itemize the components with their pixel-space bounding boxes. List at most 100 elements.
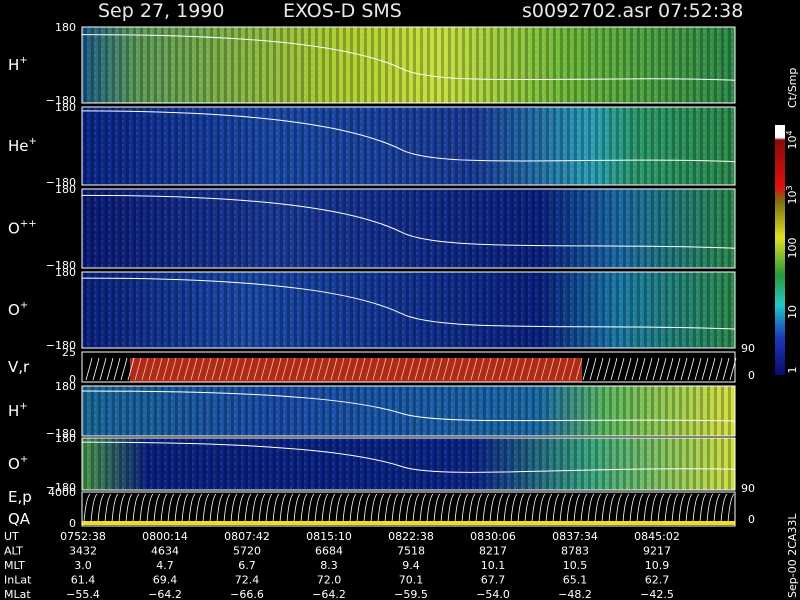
spectrogram-texture <box>82 438 735 490</box>
panel-frame <box>81 491 736 527</box>
energy-curve <box>503 493 511 523</box>
energy-curve <box>699 493 707 523</box>
velocity-tick <box>246 357 254 381</box>
row-value: 0830:06 <box>470 530 516 543</box>
axis-top-label: 25 <box>62 346 76 359</box>
energy-curve <box>314 493 322 523</box>
energy-curve <box>286 493 294 523</box>
panel-label: V,r <box>8 358 30 376</box>
energy-curve <box>531 493 539 523</box>
panel-label-text: O <box>8 301 20 319</box>
energy-curve <box>139 493 147 523</box>
row-label: InLat <box>4 574 32 587</box>
velocity-tick <box>155 357 163 381</box>
energy-curve <box>279 493 287 523</box>
trace-line <box>81 110 736 163</box>
panel-label-text: V,r <box>8 358 30 376</box>
energy-curve <box>517 493 525 523</box>
panel-label: O+ <box>8 300 28 319</box>
energy-curve <box>608 493 616 523</box>
velocity-tick <box>330 357 338 381</box>
energy-curve <box>216 493 224 523</box>
velocity-tick <box>190 357 198 381</box>
energy-curve <box>720 493 728 523</box>
energy-curve <box>90 493 98 523</box>
velocity-tick <box>582 357 590 381</box>
energy-curve <box>650 493 658 523</box>
axis-top-label: 180 <box>55 380 76 393</box>
velocity-tick <box>288 357 296 381</box>
energy-curve <box>510 493 518 523</box>
velocity-tick <box>148 357 156 381</box>
row-value: 62.7 <box>645 574 670 587</box>
energy-curve <box>489 493 497 523</box>
velocity-tick <box>239 357 247 381</box>
energy-curve <box>419 493 427 523</box>
row-value: −66.6 <box>230 588 264 600</box>
axis-top-label: 180 <box>55 183 76 196</box>
file-time: 07:52:38 <box>658 0 743 22</box>
velocity-tick <box>260 357 268 381</box>
energy-curve <box>713 493 721 523</box>
right-axis-top: 90 <box>741 342 755 355</box>
axis-top-label: 4000 <box>48 486 76 499</box>
row-value: 4.7 <box>156 559 174 572</box>
velocity-tick <box>491 357 499 381</box>
velocity-tick <box>442 357 450 381</box>
axis-bottom-label: −180 <box>46 427 76 440</box>
axis-bottom-label: 0 <box>69 373 76 386</box>
energy-curve <box>258 493 266 523</box>
panel-label-text: H <box>8 56 19 74</box>
panel-frame <box>81 106 736 186</box>
velocity-tick <box>176 357 184 381</box>
energy-curve <box>643 493 651 523</box>
velocity-tick <box>197 357 205 381</box>
trace-line <box>81 390 736 422</box>
energy-curve <box>272 493 280 523</box>
axis-top-label: 180 <box>55 432 76 445</box>
panel-label-sup: + <box>29 136 37 147</box>
velocity-tick <box>617 357 625 381</box>
colorbar-label: 10 <box>786 305 799 319</box>
axis-bottom-label: −180 <box>46 94 76 107</box>
panel-frame <box>81 271 736 349</box>
row-value: 65.1 <box>563 574 588 587</box>
energy-curve <box>363 493 371 523</box>
energy-curve <box>545 493 553 523</box>
energy-curve <box>202 493 210 523</box>
energy-curve <box>125 493 133 523</box>
row-value: −64.2 <box>312 588 346 600</box>
energy-curve <box>97 493 105 523</box>
row-value: 8783 <box>561 545 589 558</box>
panel-frame <box>81 188 736 269</box>
velocity-tick <box>519 357 527 381</box>
velocity-tick <box>400 357 408 381</box>
velocity-tick <box>365 357 373 381</box>
axis-bottom-label: −180 <box>46 176 76 189</box>
velocity-tick <box>533 357 541 381</box>
row-value: −48.2 <box>558 588 592 600</box>
velocity-tick <box>421 357 429 381</box>
velocity-tick <box>162 357 170 381</box>
velocity-tick <box>253 357 261 381</box>
velocity-tick <box>561 357 569 381</box>
velocity-tick <box>225 357 233 381</box>
energy-curve <box>622 493 630 523</box>
energy-curve <box>251 493 259 523</box>
velocity-tick <box>407 357 415 381</box>
row-value: −59.5 <box>394 588 428 600</box>
energy-curve <box>370 493 378 523</box>
panel-label-text: O <box>8 220 20 238</box>
energy-curve <box>349 493 357 523</box>
velocity-tick <box>659 357 667 381</box>
velocity-tick <box>414 357 422 381</box>
energy-curve <box>132 493 140 523</box>
row-value: 10.9 <box>645 559 670 572</box>
velocity-tick <box>603 357 611 381</box>
panel-label-text: E,p <box>8 488 32 506</box>
row-value: 7518 <box>397 545 425 558</box>
panel-label: He+ <box>8 136 37 155</box>
spectrogram-texture <box>82 386 735 436</box>
velocity-tick <box>127 357 135 381</box>
axis-top-label: 180 <box>55 266 76 279</box>
